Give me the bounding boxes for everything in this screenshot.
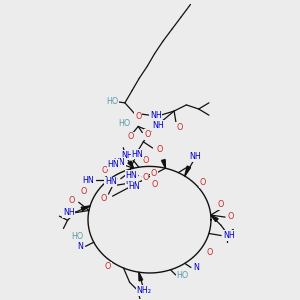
Text: NH: NH (152, 121, 164, 130)
Text: O: O (105, 262, 111, 271)
Text: O: O (68, 196, 75, 205)
Text: HO: HO (106, 97, 119, 106)
Text: HN: HN (107, 160, 119, 169)
Polygon shape (139, 272, 142, 281)
Text: O: O (152, 180, 158, 189)
Text: NH: NH (150, 111, 161, 120)
Text: O: O (227, 212, 233, 220)
Text: N: N (78, 242, 83, 251)
Text: O: O (218, 200, 224, 209)
Text: O: O (151, 169, 157, 178)
Text: N: N (193, 263, 199, 272)
Polygon shape (128, 161, 134, 168)
Text: O: O (142, 156, 149, 165)
Text: O: O (102, 166, 108, 175)
Text: HN: HN (125, 171, 137, 180)
Polygon shape (162, 160, 165, 168)
Text: O: O (100, 194, 106, 203)
Text: HO: HO (71, 232, 83, 242)
Polygon shape (185, 166, 191, 176)
Text: HN: HN (132, 150, 143, 159)
Text: HN: HN (128, 182, 140, 191)
Text: HN: HN (113, 158, 125, 167)
Text: NH: NH (121, 151, 133, 160)
Text: O: O (80, 187, 87, 196)
Text: HO: HO (118, 119, 130, 128)
Text: O: O (142, 173, 149, 182)
Text: HO: HO (177, 272, 189, 280)
Text: NH₂: NH₂ (136, 286, 152, 295)
Text: O: O (157, 146, 163, 154)
Text: O: O (206, 248, 212, 257)
Text: O: O (200, 178, 206, 187)
Text: HN: HN (82, 176, 94, 184)
Text: O: O (128, 132, 134, 141)
Text: O: O (144, 130, 151, 139)
Text: O: O (176, 123, 182, 132)
Text: HN: HN (105, 177, 117, 186)
Polygon shape (81, 206, 90, 211)
Text: NH: NH (223, 231, 235, 240)
Text: NH: NH (63, 208, 75, 217)
Text: O: O (135, 112, 141, 121)
Text: NH: NH (189, 152, 201, 161)
Text: NH: NH (125, 177, 137, 186)
Polygon shape (211, 215, 218, 222)
